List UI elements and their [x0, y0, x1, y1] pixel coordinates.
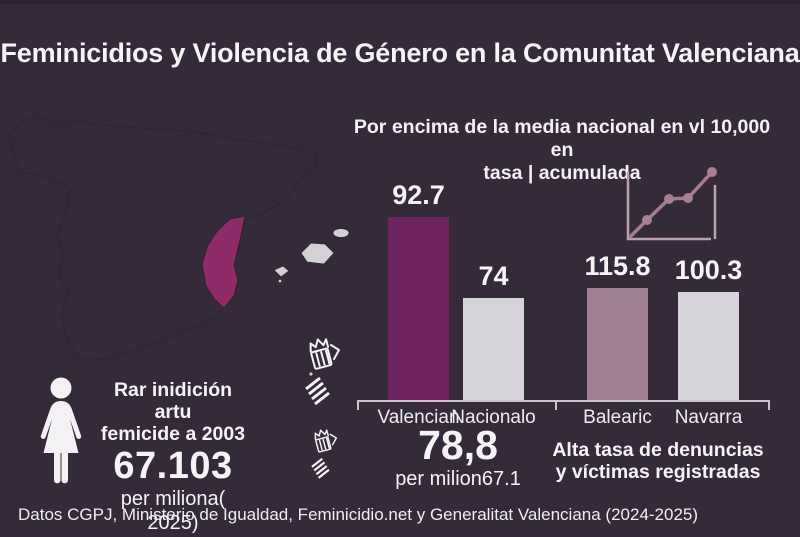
axis-tick-left — [357, 400, 359, 410]
menorca-island — [332, 228, 350, 238]
axis-tick-right — [768, 400, 770, 410]
bar-label-nacionalo: Nacionalo — [451, 407, 536, 428]
bar-valencian — [388, 217, 449, 401]
left-stat-block: Rar inidición artu femicide a 2003 67.10… — [95, 379, 251, 535]
spain-map — [9, 115, 350, 377]
chart-subtitle-line1: Por encima de la media nacional en vl 10… — [353, 116, 771, 161]
valencia-region-highlight — [201, 215, 246, 309]
ibiza-island — [273, 265, 290, 278]
source-footer: Datos CGPJ, Ministerio de Igualdad, Femi… — [18, 505, 699, 524]
center-stat-value: 78,8 — [418, 422, 498, 468]
left-stat-value: 67.103 — [113, 445, 233, 487]
right-note: Alta tasa de denuncias y víctimas regist… — [543, 439, 773, 483]
balearic-islands — [273, 228, 350, 377]
bar-label-navarra: Navarra — [674, 407, 743, 428]
bar-navarra — [678, 292, 739, 401]
bar-value-valencian: 92.7 — [392, 180, 445, 210]
bar-label-balearic: Balearic — [583, 407, 652, 428]
left-stat-line1: Rar inidición artu — [113, 379, 233, 423]
woman-icon — [40, 377, 82, 484]
valencia-crest-icon-small — [311, 429, 338, 479]
bar-value-nacionalo: 74 — [478, 261, 509, 291]
formentera-island — [277, 278, 283, 284]
left-stat-line2: femicide a 2003 — [100, 423, 246, 445]
center-stat-caption: per milion67.1 — [395, 468, 521, 490]
bar-value-navarra: 100.3 — [674, 255, 743, 285]
bar-nacionalo — [463, 298, 524, 401]
left-stat-caption: per miliona( 2025) — [120, 488, 226, 534]
right-note-line1: Alta tasa de denuncias — [552, 439, 764, 461]
mallorca-island — [300, 242, 335, 265]
region-borders — [48, 123, 299, 324]
small-island-dot — [308, 371, 314, 377]
chart-subtitle: Por encima de la media nacional en vl 10… — [352, 116, 772, 185]
x-axis-line — [357, 400, 770, 402]
valencia-crest-icon — [305, 338, 340, 406]
bar-label-valencian: Valencian — [377, 407, 460, 428]
page-title: Feminicidios y Violencia de Género en la… — [0, 38, 800, 68]
right-note-line2: y víctimas registradas — [555, 461, 761, 483]
chart-subtitle-line2: tasa | acumulada — [483, 162, 641, 184]
top-edge-strip — [0, 0, 800, 4]
bar-value-balearic: 115.8 — [584, 251, 651, 281]
bar-balearic — [587, 288, 648, 401]
trend-dots — [642, 167, 717, 225]
axis-tick-middle — [555, 400, 557, 410]
trend-line-icon — [626, 167, 717, 241]
center-stat-block: 78,8 per milion67.1 — [375, 424, 541, 490]
